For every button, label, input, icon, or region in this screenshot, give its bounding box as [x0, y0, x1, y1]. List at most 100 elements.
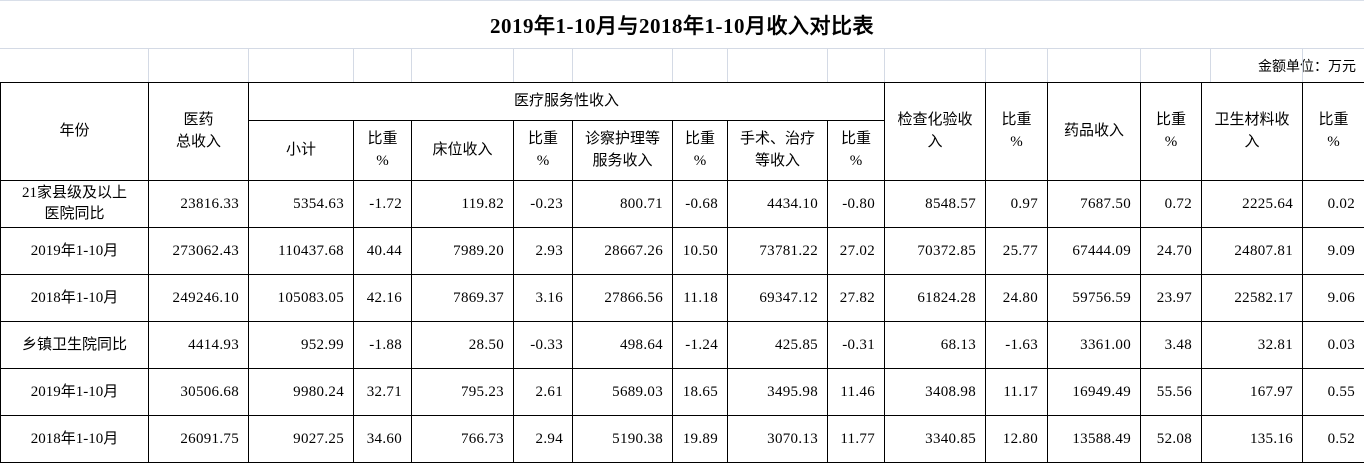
table-row-2019-township: 2019年1-10月 30506.68 9980.24 32.71 795.23… — [0, 368, 1364, 416]
unit-note-row: 金额单位：万元 — [0, 48, 1364, 83]
row-label: 2019年1-10月 — [0, 368, 149, 416]
column-gridline — [727, 49, 728, 83]
table-row-2019-county: 2019年1-10月 273062.43 110437.68 40.44 798… — [0, 227, 1364, 275]
cell-ratio: -0.31 — [826, 321, 886, 369]
cell-ratio: -0.68 — [672, 180, 728, 228]
table-row-township-yoy: 乡镇卫生院同比 4414.93 952.99 -1.88 28.50 -0.33… — [0, 321, 1364, 369]
cell-drug-income: 59756.59 — [1047, 274, 1142, 322]
cell-lab-income: 70372.85 — [884, 227, 987, 275]
header-ratio: 比重 % — [672, 120, 728, 181]
cell-ratio: 2.94 — [513, 415, 573, 463]
cell-ratio: 0.55 — [1302, 368, 1364, 416]
cell-ratio: 2.93 — [513, 227, 573, 275]
cell-exam-nursing-income: 28667.26 — [572, 227, 673, 275]
column-gridline — [827, 49, 828, 83]
cell-ratio: 11.77 — [826, 415, 886, 463]
cell-ratio: -1.72 — [353, 180, 412, 228]
header-ratio: 比重 % — [513, 120, 573, 181]
cell-lab-income: 68.13 — [884, 321, 987, 369]
cell-ratio: 9.06 — [1302, 274, 1364, 322]
row-label: 2019年1-10月 — [0, 227, 149, 275]
row-label: 2018年1-10月 — [0, 274, 149, 322]
cell-ratio: 0.02 — [1302, 180, 1364, 228]
cell-surgery-income: 4434.10 — [727, 180, 828, 228]
cell-drug-income: 3361.00 — [1047, 321, 1142, 369]
cell-subtotal: 9980.24 — [248, 368, 354, 416]
row-label: 乡镇卫生院同比 — [0, 321, 149, 369]
header-lab-test-income: 检查化验收 入 — [884, 82, 987, 181]
cell-exam-nursing-income: 27866.56 — [572, 274, 673, 322]
column-gridline — [1047, 49, 1048, 83]
header-bed-income: 床位收入 — [411, 120, 514, 181]
column-gridline — [1210, 49, 1211, 83]
cell-ratio: 11.46 — [826, 368, 886, 416]
column-gridline — [1302, 49, 1303, 83]
header-ratio: 比重 % — [1302, 82, 1364, 181]
cell-ratio: 11.17 — [985, 368, 1049, 416]
cell-ratio: 52.08 — [1140, 415, 1203, 463]
cell-lab-income: 3340.85 — [884, 415, 987, 463]
cell-material-income: 24807.81 — [1201, 227, 1304, 275]
header-subtotal: 小计 — [248, 120, 354, 181]
cell-surgery-income: 425.85 — [727, 321, 828, 369]
cell-ratio: -0.80 — [826, 180, 886, 228]
column-gridline — [572, 49, 573, 83]
cell-total-income: 4414.93 — [148, 321, 249, 369]
header-ratio: 比重 % — [985, 82, 1049, 181]
cell-lab-income: 8548.57 — [884, 180, 987, 228]
cell-ratio: 0.03 — [1302, 321, 1364, 369]
table-row-2018-township: 2018年1-10月 26091.75 9027.25 34.60 766.73… — [0, 415, 1364, 463]
cell-ratio: 3.48 — [1140, 321, 1203, 369]
cell-drug-income: 67444.09 — [1047, 227, 1142, 275]
cell-subtotal: 952.99 — [248, 321, 354, 369]
cell-ratio: 0.97 — [985, 180, 1049, 228]
cell-ratio: 27.02 — [826, 227, 886, 275]
table-title: 2019年1-10月与2018年1-10月收入对比表 — [0, 0, 1364, 48]
cell-lab-income: 61824.28 — [884, 274, 987, 322]
header-exam-nursing-income: 诊察护理等 服务收入 — [572, 120, 673, 181]
cell-subtotal: 9027.25 — [248, 415, 354, 463]
column-gridline — [985, 49, 986, 83]
cell-total-income: 249246.10 — [148, 274, 249, 322]
cell-bed-income: 28.50 — [411, 321, 514, 369]
column-gridline — [1140, 49, 1141, 83]
table-row-2018-county: 2018年1-10月 249246.10 105083.05 42.16 786… — [0, 274, 1364, 322]
cell-ratio: 32.71 — [353, 368, 412, 416]
cell-ratio: 12.80 — [985, 415, 1049, 463]
cell-total-income: 26091.75 — [148, 415, 249, 463]
column-gridline — [248, 49, 249, 83]
income-comparison-table: 年份 医药 总收入 医疗服务性收入 检查化验收 入 比重 % 药品收入 比重 %… — [0, 82, 1364, 463]
cell-ratio: 34.60 — [353, 415, 412, 463]
cell-material-income: 167.97 — [1201, 368, 1304, 416]
cell-material-income: 135.16 — [1201, 415, 1304, 463]
cell-subtotal: 105083.05 — [248, 274, 354, 322]
cell-ratio: 42.16 — [353, 274, 412, 322]
cell-ratio: 40.44 — [353, 227, 412, 275]
cell-exam-nursing-income: 5689.03 — [572, 368, 673, 416]
column-gridline — [353, 49, 354, 83]
cell-material-income: 22582.17 — [1201, 274, 1304, 322]
cell-ratio: -1.24 — [672, 321, 728, 369]
header-row-1: 年份 医药 总收入 医疗服务性收入 检查化验收 入 比重 % 药品收入 比重 %… — [0, 82, 1364, 181]
cell-ratio: 10.50 — [672, 227, 728, 275]
cell-exam-nursing-income: 800.71 — [572, 180, 673, 228]
header-medical-service-income: 医疗服务性收入 — [247, 82, 886, 121]
header-ratio: 比重 % — [826, 120, 886, 181]
cell-ratio: 24.80 — [985, 274, 1049, 322]
cell-exam-nursing-income: 498.64 — [572, 321, 673, 369]
header-ratio: 比重 % — [1140, 82, 1203, 181]
column-gridline — [411, 49, 412, 83]
cell-ratio: 9.09 — [1302, 227, 1364, 275]
cell-ratio: 11.18 — [672, 274, 728, 322]
cell-bed-income: 7869.37 — [411, 274, 514, 322]
cell-subtotal: 5354.63 — [248, 180, 354, 228]
header-surgery-treatment-income: 手术、治疗 等收入 — [727, 120, 828, 181]
cell-surgery-income: 73781.22 — [727, 227, 828, 275]
cell-surgery-income: 3495.98 — [727, 368, 828, 416]
cell-ratio: 24.70 — [1140, 227, 1203, 275]
row-label: 2018年1-10月 — [0, 415, 149, 463]
cell-ratio: 19.89 — [672, 415, 728, 463]
header-year: 年份 — [0, 82, 149, 181]
cell-drug-income: 16949.49 — [1047, 368, 1142, 416]
cell-bed-income: 766.73 — [411, 415, 514, 463]
